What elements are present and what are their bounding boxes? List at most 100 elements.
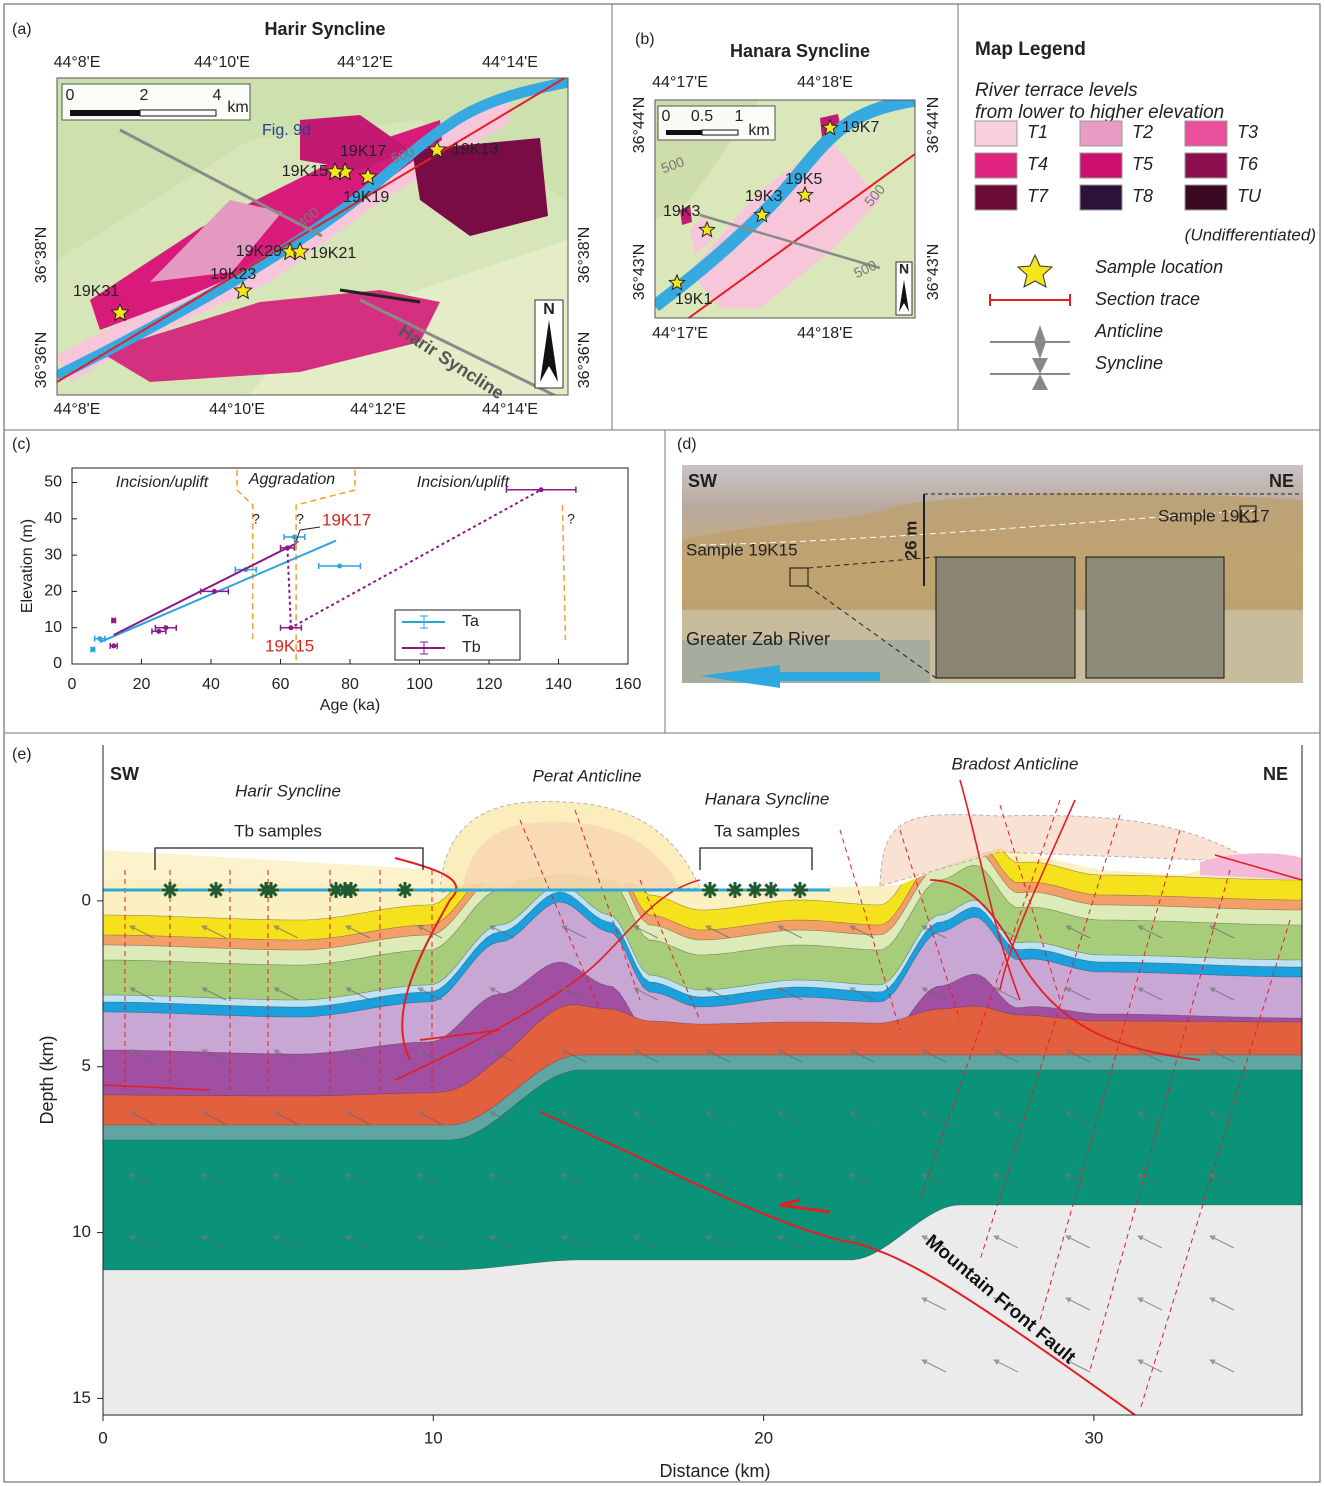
y-tick-label: 0 bbox=[53, 655, 62, 672]
structure-label: Perat Anticline bbox=[533, 766, 642, 785]
sample-star bbox=[263, 882, 279, 898]
lon-label: 44°14'E bbox=[482, 401, 538, 418]
y-tick-label: 30 bbox=[44, 546, 62, 563]
panel-label: (c) bbox=[12, 436, 31, 453]
lon-label: 44°8'E bbox=[54, 54, 101, 71]
lon-label: 44°18'E bbox=[797, 74, 853, 91]
direction-label: NE bbox=[1269, 471, 1294, 491]
panel-d: (d) SW NE Sample 19K17 Sample 19K15 26 m… bbox=[677, 436, 1303, 688]
lat-label: 36°43'N bbox=[925, 244, 942, 301]
sample-label: 19K13 bbox=[452, 141, 498, 158]
legend-title: Map Legend bbox=[975, 39, 1086, 60]
legend-box bbox=[395, 610, 520, 660]
lon-label: 44°12'E bbox=[337, 54, 393, 71]
data-point bbox=[292, 534, 297, 539]
question-mark: ? bbox=[252, 511, 260, 527]
terrace-swatch bbox=[1185, 153, 1227, 178]
legend-symbol-label: Sample location bbox=[1095, 257, 1223, 277]
data-point bbox=[285, 545, 290, 550]
legend-note: (Undifferentiated) bbox=[1185, 225, 1316, 244]
sample-label: 19K19 bbox=[343, 189, 389, 206]
panel-b: (b) Hanara Syncline 0 0.5 1 km 44°17'E 4… bbox=[631, 31, 942, 342]
data-point bbox=[539, 487, 544, 492]
x-tick-label: 0 bbox=[98, 1428, 107, 1447]
phase-label: Incision/uplift bbox=[116, 474, 209, 491]
sample-label: Sample 19K17 bbox=[1158, 506, 1270, 525]
lon-label: 44°17'E bbox=[652, 325, 708, 342]
data-point bbox=[163, 625, 168, 630]
sample-label: 19K29 bbox=[236, 243, 282, 260]
panel-label: (a) bbox=[12, 21, 32, 38]
sample-star bbox=[162, 882, 178, 898]
lat-label: 36°38'N bbox=[33, 227, 50, 284]
x-tick-label: 160 bbox=[615, 676, 642, 693]
sample-label: 19K5 bbox=[785, 171, 822, 188]
lon-label: 44°14'E bbox=[482, 54, 538, 71]
legend-symbol-label: Anticline bbox=[1094, 321, 1163, 341]
lat-label: 36°44'N bbox=[925, 97, 942, 154]
sample-label: 19K23 bbox=[210, 266, 256, 283]
y-tick-label: 5 bbox=[82, 1056, 91, 1075]
sample-label: 19K15 bbox=[282, 163, 328, 180]
scale-label: 0.5 bbox=[691, 108, 713, 125]
lat-label: 36°43'N bbox=[631, 244, 648, 301]
y-axis-label: Depth (km) bbox=[37, 1035, 57, 1124]
terrace-label: T3 bbox=[1237, 122, 1258, 142]
panel-label: (d) bbox=[677, 436, 697, 453]
terrace-label: T8 bbox=[1132, 186, 1153, 206]
scale-label: 4 bbox=[213, 87, 222, 104]
legend-subtitle: from lower to higher elevation bbox=[975, 102, 1224, 123]
data-point bbox=[90, 647, 95, 652]
end-label: SW bbox=[110, 764, 139, 784]
legend-label: Ta bbox=[462, 613, 479, 630]
terrace-label: T1 bbox=[1027, 122, 1048, 142]
structure-label: Bradost Anticline bbox=[952, 754, 1079, 773]
sample-group-label: Tb samples bbox=[234, 821, 322, 840]
river-label: Greater Zab River bbox=[686, 629, 830, 649]
data-point bbox=[97, 636, 102, 641]
sample-label: 19K21 bbox=[310, 245, 356, 262]
y-axis-label: Elevation (m) bbox=[19, 519, 36, 613]
sample-label: 19K15 bbox=[265, 636, 314, 655]
lon-label: 44°10'E bbox=[209, 401, 265, 418]
y-tick-label: 0 bbox=[82, 890, 91, 909]
scale-label: 1 bbox=[735, 108, 744, 125]
structure-label: Harir Syncline bbox=[235, 781, 341, 800]
scale-label: 2 bbox=[140, 87, 149, 104]
sample-label: 19K7 bbox=[842, 119, 879, 136]
figure-ref: Fig. 9d bbox=[262, 122, 311, 139]
sample-star bbox=[397, 882, 413, 898]
data-point bbox=[288, 625, 293, 630]
sample-star bbox=[747, 882, 763, 898]
lon-label: 44°12'E bbox=[350, 401, 406, 418]
data-point bbox=[337, 564, 342, 569]
map-legend: Map Legend River terrace levels from low… bbox=[975, 39, 1316, 390]
sample-group-label: Ta samples bbox=[714, 821, 800, 840]
terrace-label: T6 bbox=[1237, 154, 1259, 174]
x-tick-label: 60 bbox=[272, 676, 290, 693]
data-point bbox=[111, 618, 116, 623]
map-a bbox=[57, 76, 568, 398]
y-tick-label: 10 bbox=[72, 1222, 91, 1241]
x-tick-label: 10 bbox=[424, 1428, 443, 1447]
x-tick-label: 30 bbox=[1084, 1428, 1103, 1447]
figure: (a) Harir Syncline 0 2 4 km 44°8'E 44°10… bbox=[0, 0, 1324, 1486]
terrace-label: T2 bbox=[1132, 122, 1153, 142]
lat-label: 36°38'N bbox=[576, 227, 593, 284]
sample-label: 19K1 bbox=[675, 291, 712, 308]
panel-a: (a) Harir Syncline 0 2 4 km 44°8'E 44°10… bbox=[12, 19, 593, 418]
end-label: NE bbox=[1263, 764, 1288, 784]
sample-star bbox=[343, 882, 359, 898]
terrace-label: T4 bbox=[1027, 154, 1048, 174]
terrace-label: TU bbox=[1237, 186, 1262, 206]
legend-symbol-label: Syncline bbox=[1095, 353, 1163, 373]
x-tick-label: 40 bbox=[202, 676, 220, 693]
sample-label: 19K17 bbox=[322, 510, 371, 529]
x-tick-label: 100 bbox=[406, 676, 433, 693]
x-tick-label: 20 bbox=[133, 676, 151, 693]
direction-label: SW bbox=[688, 471, 717, 491]
terrace-swatch bbox=[975, 185, 1017, 210]
x-axis-label: Distance (km) bbox=[659, 1461, 770, 1481]
sample-star bbox=[702, 882, 718, 898]
